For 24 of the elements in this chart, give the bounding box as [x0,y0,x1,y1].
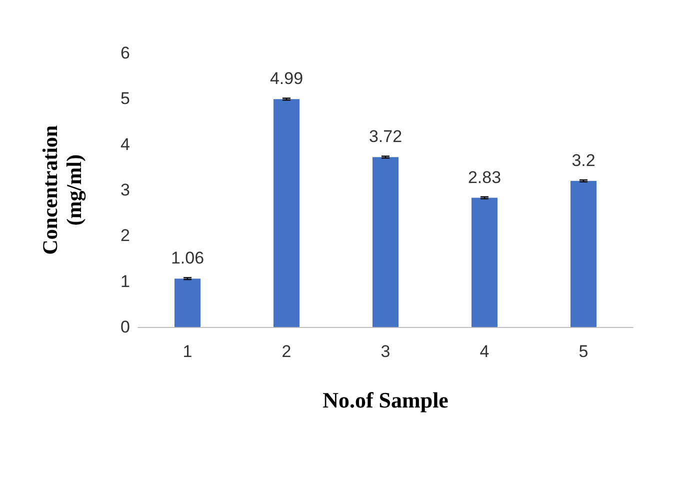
x-axis-title: No.of Sample [322,388,449,412]
data-label: 2.83 [468,168,502,187]
y-tick-label: 1 [120,272,130,291]
data-label: 3.2 [572,150,596,170]
x-tick-label: 1 [182,342,192,361]
x-tick-label: 4 [480,342,490,361]
y-tick-label: 6 [120,44,130,62]
x-tick-label: 3 [380,342,390,361]
bar [472,198,498,327]
data-label: 1.06 [170,248,204,268]
bar [174,278,200,327]
y-tick-label: 2 [120,226,130,246]
y-tick-label: 4 [120,134,130,154]
bar [274,99,300,327]
y-tick-label: 5 [120,89,130,108]
bar [372,157,398,327]
x-tick-label: 5 [578,342,588,361]
data-label: 4.99 [270,69,304,88]
y-tick-label: 0 [120,318,130,336]
y-tick-label: 3 [120,180,130,200]
data-label: 3.72 [368,127,402,146]
y-axis-title: Concentration (mg/ml) [38,124,86,255]
bar [570,180,596,327]
x-tick-label: 2 [282,342,292,361]
